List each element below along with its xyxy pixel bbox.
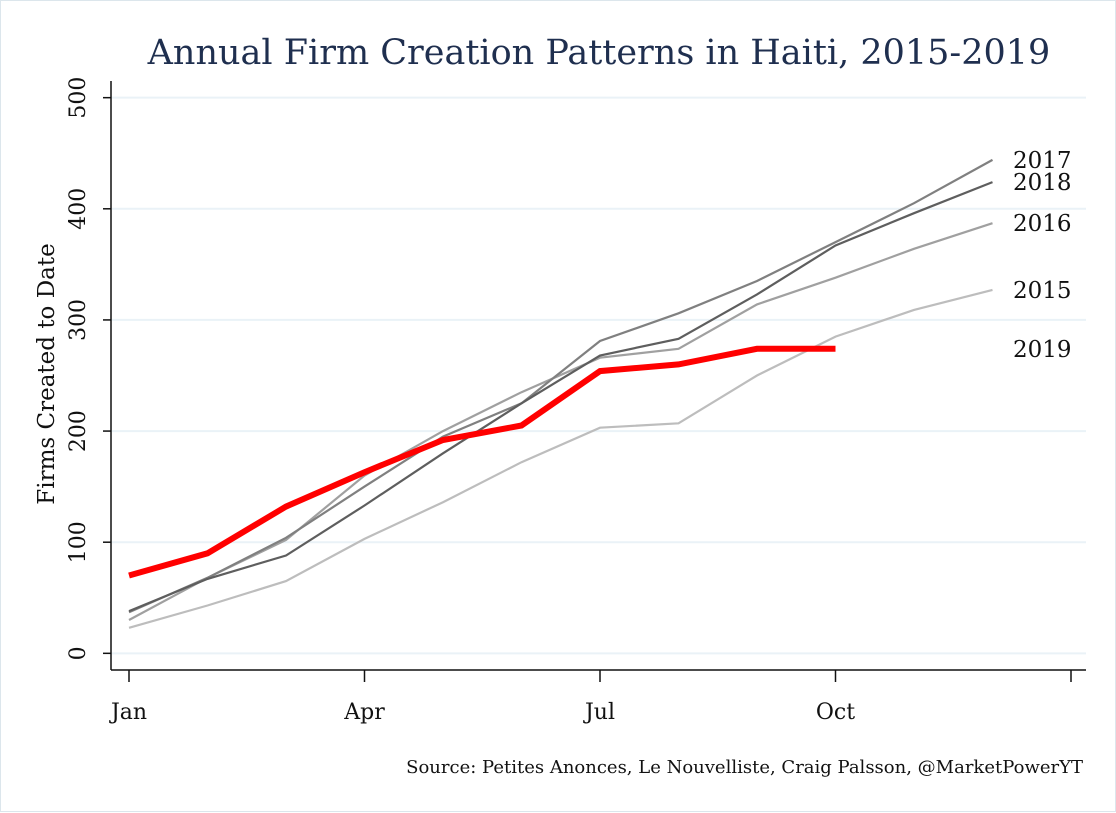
y-axis-title: Firms Created to Date [34,243,60,504]
series-label-2015: 2015 [1013,278,1072,304]
series-line-2017 [128,158,994,614]
y-tick-label-200: 200 [66,410,91,452]
series-label-2019: 2019 [1013,337,1072,363]
series-lines [128,158,994,629]
axes: 0 100 200 300 400 500 Jan Apr Jul Oct [66,77,1086,725]
gridlines [111,96,1086,655]
series-line-2015 [128,288,993,629]
series-label-2018: 2018 [1013,170,1072,196]
x-tick-label-jul: Jul [583,700,615,725]
series-label-2017: 2017 [1013,148,1072,174]
y-tick-label-400: 400 [66,188,91,230]
series-line-2018 [128,181,993,613]
x-tick-label-oct: Oct [816,700,855,725]
x-tick-label-apr: Apr [343,700,385,725]
chart-title: Annual Firm Creation Patterns in Haiti, … [147,33,1051,73]
y-tick-label-300: 300 [66,299,91,341]
series-label-2016: 2016 [1013,211,1072,237]
x-tick-label-jan: Jan [109,700,147,725]
series-line-2019 [128,345,836,579]
series-line-2016 [128,222,993,621]
y-tick-label-0: 0 [66,646,91,660]
y-tick-label-500: 500 [66,77,91,119]
source-note: Source: Petites Anonces, Le Nouvelliste,… [406,757,1083,778]
y-tick-label-100: 100 [66,521,91,563]
